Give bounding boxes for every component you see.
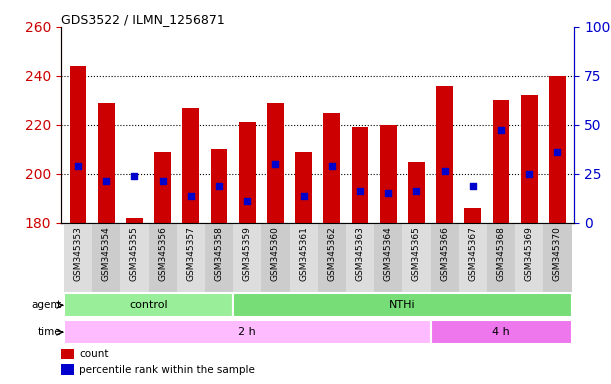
Point [243,198,252,204]
Bar [543,223,571,292]
Text: time: time [38,327,62,337]
Bar [380,125,397,223]
Point [412,188,422,194]
Bar [402,223,431,292]
Point [383,190,393,196]
Bar [61,364,74,375]
Bar [92,223,120,292]
Text: GSM345353: GSM345353 [73,226,82,281]
Bar [318,223,346,292]
Point [355,188,365,194]
Text: 2 h: 2 h [238,327,256,337]
Bar [521,95,538,223]
Bar [323,113,340,223]
Text: GSM345361: GSM345361 [299,226,308,281]
Text: GSM345364: GSM345364 [384,226,393,281]
Bar [492,100,510,223]
Bar [148,223,177,292]
Bar [459,223,487,292]
Text: GSM345358: GSM345358 [214,226,224,281]
Bar [64,320,431,344]
Bar [211,149,227,223]
Text: GSM345369: GSM345369 [525,226,534,281]
Bar [233,293,571,317]
Point [158,178,167,184]
Bar [182,108,199,223]
Text: GSM345367: GSM345367 [468,226,477,281]
Text: GSM345360: GSM345360 [271,226,280,281]
Bar [177,223,205,292]
Bar [346,223,374,292]
Text: GSM345366: GSM345366 [440,226,449,281]
Bar [464,208,481,223]
Point [271,161,280,167]
Text: GSM345362: GSM345362 [327,226,336,281]
Text: GSM345359: GSM345359 [243,226,252,281]
Point [299,193,309,199]
Text: 4 h: 4 h [492,327,510,337]
Bar [515,223,543,292]
Bar [431,223,459,292]
Bar [262,223,290,292]
Bar [64,293,233,317]
Text: GSM345355: GSM345355 [130,226,139,281]
Bar [295,152,312,223]
Point [552,149,562,155]
Point [101,178,111,184]
Bar [120,223,148,292]
Point [130,173,139,179]
Point [327,163,337,169]
Bar [154,152,171,223]
Point [496,127,506,133]
Text: percentile rank within the sample: percentile rank within the sample [79,364,255,374]
Text: count: count [79,349,109,359]
Bar [408,162,425,223]
Text: GSM345365: GSM345365 [412,226,421,281]
Text: GSM345354: GSM345354 [101,226,111,281]
Bar [290,223,318,292]
Point [524,170,534,177]
Text: NTHi: NTHi [389,300,415,310]
Text: agent: agent [32,300,62,310]
Point [214,183,224,189]
Bar [70,66,87,223]
Bar [436,86,453,223]
Text: GSM345357: GSM345357 [186,226,196,281]
Bar [233,223,262,292]
Bar [351,127,368,223]
Bar [431,320,571,344]
Point [468,183,478,189]
Text: GDS3522 / ILMN_1256871: GDS3522 / ILMN_1256871 [61,13,225,26]
Bar [64,223,92,292]
Bar [61,349,74,359]
Text: GSM345356: GSM345356 [158,226,167,281]
Text: GSM345370: GSM345370 [553,226,562,281]
Bar [374,223,402,292]
Bar [239,122,255,223]
Bar [98,103,115,223]
Bar [126,218,143,223]
Bar [205,223,233,292]
Bar [549,76,566,223]
Text: control: control [129,300,168,310]
Bar [487,223,515,292]
Point [440,168,450,174]
Text: GSM345363: GSM345363 [356,226,365,281]
Point [186,193,196,199]
Point [73,163,83,169]
Bar [267,103,284,223]
Text: GSM345368: GSM345368 [497,226,505,281]
